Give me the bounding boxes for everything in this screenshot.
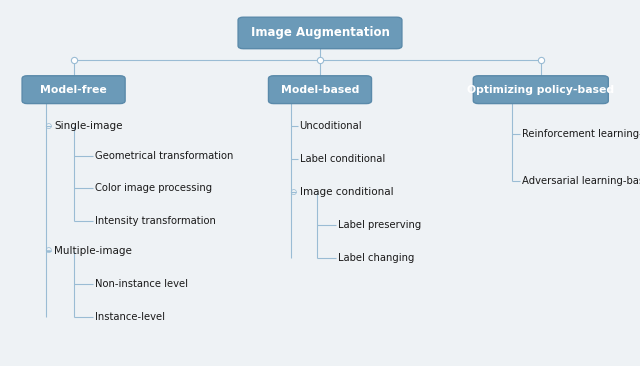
Text: Optimizing policy-based: Optimizing policy-based: [467, 85, 614, 95]
Text: Intensity transformation: Intensity transformation: [95, 216, 216, 227]
Text: ⊖: ⊖: [44, 246, 51, 255]
FancyBboxPatch shape: [474, 76, 608, 104]
FancyBboxPatch shape: [22, 76, 125, 104]
Text: Uncoditional: Uncoditional: [300, 121, 362, 131]
Text: ⊖: ⊖: [289, 188, 296, 197]
Text: Label preserving: Label preserving: [338, 220, 421, 230]
Text: Model-free: Model-free: [40, 85, 107, 95]
Text: Adversarial learning-based: Adversarial learning-based: [522, 176, 640, 186]
Text: Multiple-image: Multiple-image: [54, 246, 132, 256]
Text: Single-image: Single-image: [54, 121, 123, 131]
FancyBboxPatch shape: [238, 17, 402, 49]
Text: ⊖: ⊖: [44, 122, 51, 131]
Text: Image conditional: Image conditional: [300, 187, 393, 197]
FancyBboxPatch shape: [269, 76, 371, 104]
Text: Non-instance level: Non-instance level: [95, 279, 188, 289]
Text: Label changing: Label changing: [338, 253, 414, 263]
Text: Image Augmentation: Image Augmentation: [251, 26, 389, 40]
Text: Instance-level: Instance-level: [95, 311, 164, 322]
Text: Model-based: Model-based: [281, 85, 359, 95]
Text: Geometrical transformation: Geometrical transformation: [95, 150, 233, 161]
Text: Color image processing: Color image processing: [95, 183, 212, 194]
Text: Label conditional: Label conditional: [300, 154, 385, 164]
Text: Reinforcement learning-based: Reinforcement learning-based: [522, 128, 640, 139]
